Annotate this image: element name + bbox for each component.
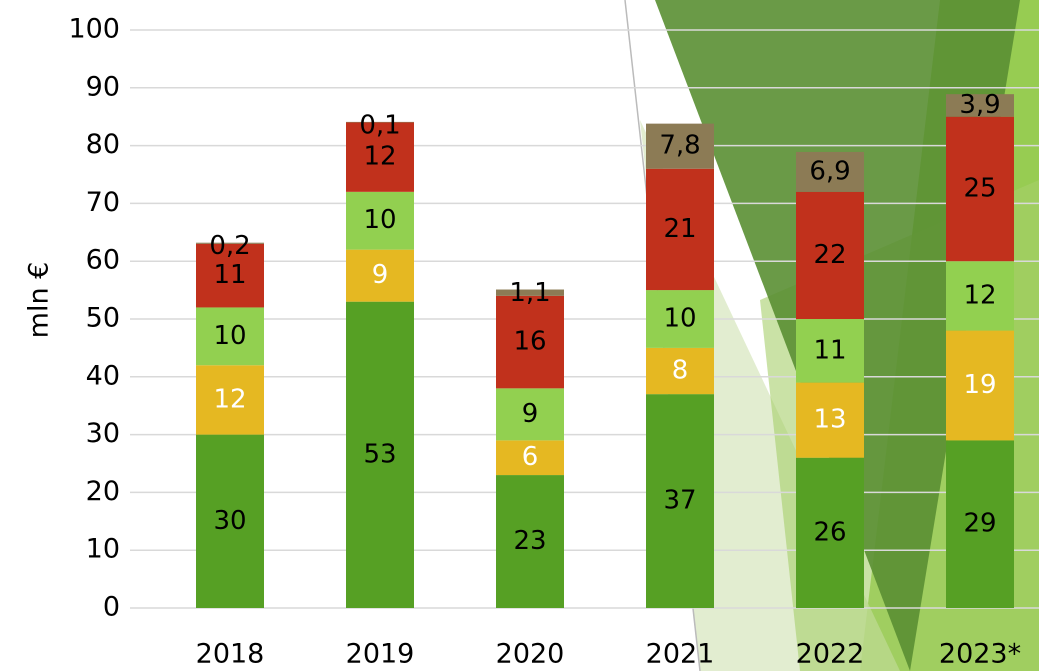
data-label: 10	[213, 321, 246, 351]
y-tick-label: 100	[68, 14, 120, 45]
y-axis-label: mln €	[24, 262, 55, 339]
y-tick-label: 50	[86, 303, 120, 334]
bar-segment	[646, 394, 714, 608]
bar-segment	[196, 434, 264, 608]
data-label: 16	[513, 327, 546, 357]
bar-segment	[196, 243, 264, 308]
bar-segment	[946, 94, 1014, 117]
bar-segment	[496, 475, 564, 608]
x-tick-label: 2019	[346, 639, 415, 670]
data-label: 30	[213, 506, 246, 536]
data-label: 9	[372, 260, 389, 290]
data-label: 11	[213, 260, 246, 290]
y-tick-label: 70	[86, 187, 120, 218]
data-label: 19	[963, 370, 996, 400]
bar-segment	[796, 457, 864, 608]
bar-segment	[646, 123, 714, 169]
bar-segment	[496, 440, 564, 476]
x-tick-label: 2018	[196, 639, 265, 670]
y-tick-label: 20	[86, 476, 120, 507]
bar-segment	[496, 388, 564, 441]
bar-segment	[796, 382, 864, 458]
y-tick-label: 10	[86, 534, 120, 565]
data-label: 12	[213, 384, 246, 414]
bar-segment	[496, 289, 564, 296]
data-label: 10	[363, 205, 396, 235]
bar-segment	[946, 440, 1014, 608]
bar-segment	[346, 301, 414, 608]
data-label: 6,9	[809, 156, 850, 186]
bar-segment	[196, 307, 264, 366]
data-label: 0,2	[209, 231, 250, 261]
bar-segment	[346, 121, 414, 123]
data-label: 6	[522, 442, 539, 472]
data-label: 53	[363, 439, 396, 469]
data-label: 37	[663, 486, 696, 516]
data-label: 0,1	[359, 110, 400, 140]
bar-segment	[196, 242, 264, 244]
y-tick-label: 30	[86, 418, 120, 449]
x-tick-label: 2022	[796, 639, 865, 670]
bar-segment	[496, 295, 564, 389]
data-label: 3,9	[959, 90, 1000, 120]
bar-segment	[646, 168, 714, 291]
y-tick-label: 40	[86, 360, 120, 391]
bar-segment	[196, 365, 264, 435]
data-label: 9	[522, 399, 539, 429]
bar-segment	[346, 122, 414, 192]
data-label: 21	[663, 214, 696, 244]
data-label: 22	[813, 240, 846, 270]
data-label: 13	[813, 405, 846, 435]
data-label: 11	[813, 335, 846, 365]
x-tick-label: 2023*	[939, 639, 1021, 670]
y-tick-label: 90	[86, 71, 120, 102]
x-tick-label: 2020	[496, 639, 565, 670]
bar-segment	[796, 151, 864, 192]
bar-segment	[796, 191, 864, 319]
data-label: 25	[963, 173, 996, 203]
bar-segment	[946, 330, 1014, 441]
y-tick-label: 80	[86, 129, 120, 160]
data-label: 7,8	[659, 131, 700, 161]
x-tick-label: 2021	[646, 639, 715, 670]
bar-segment	[946, 261, 1014, 331]
data-label: 23	[513, 526, 546, 556]
data-label: 26	[813, 517, 846, 547]
data-label: 29	[963, 509, 996, 539]
bar-segment	[346, 191, 414, 250]
data-label: 1,1	[509, 278, 550, 308]
y-tick-label: 60	[86, 245, 120, 276]
bar-segment	[946, 116, 1014, 262]
bar-segment	[796, 319, 864, 383]
bar-segment	[646, 347, 714, 395]
data-label: 8	[672, 356, 689, 386]
data-label: 12	[963, 280, 996, 310]
bar-segment	[346, 249, 414, 302]
data-label: 10	[663, 304, 696, 334]
y-tick-label: 0	[103, 592, 120, 623]
bar-segment	[646, 290, 714, 348]
data-label: 12	[363, 142, 396, 172]
